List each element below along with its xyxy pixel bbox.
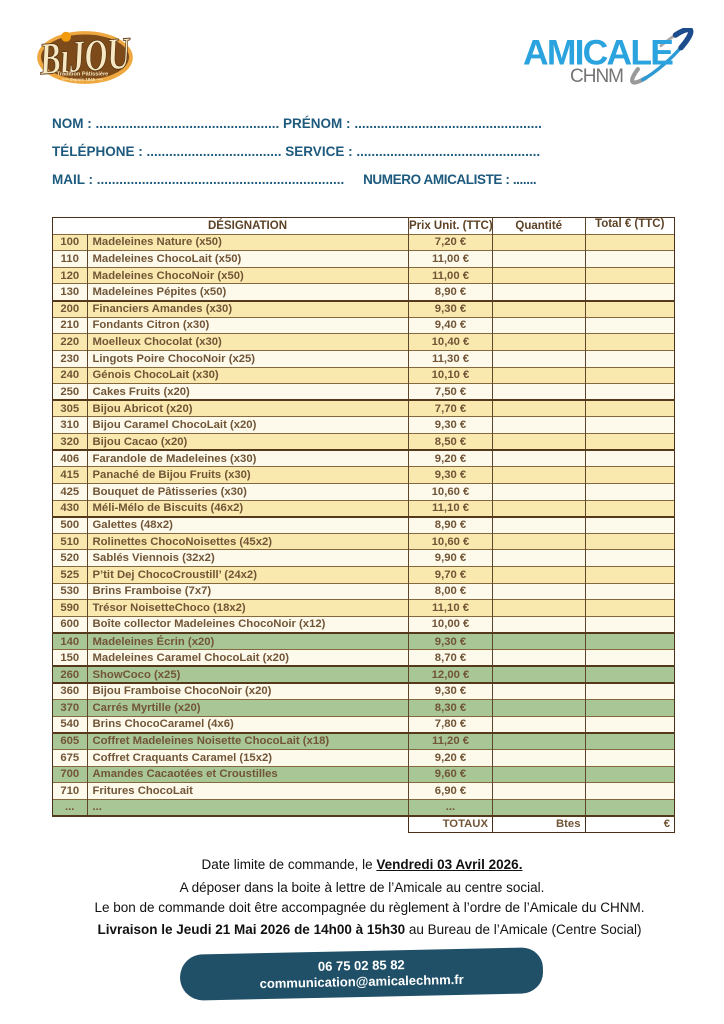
svg-text:AMICALE: AMICALE <box>523 33 673 73</box>
svg-text:Tradition Pâtissière: Tradition Pâtissière <box>57 71 109 77</box>
svg-text:CHNM: CHNM <box>570 66 623 87</box>
svg-text:BıJOU: BıJOU <box>37 30 133 85</box>
svg-text:≈〜 depuis 1845 〜≈: ≈〜 depuis 1845 〜≈ <box>62 77 104 82</box>
